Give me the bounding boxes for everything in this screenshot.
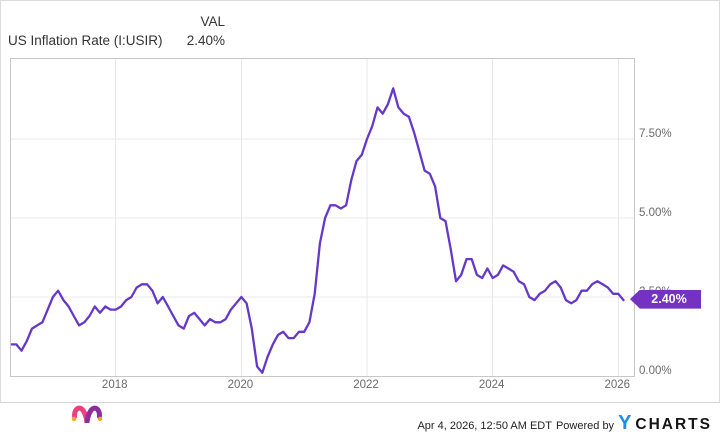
x-axis-label: 2018 bbox=[101, 379, 128, 391]
footer-attribution: Apr 4, 2026, 12:50 AM EDT Powered by Y C… bbox=[417, 412, 712, 435]
y-axis-label: 7.50% bbox=[639, 127, 672, 140]
powered-by-label: Powered by bbox=[555, 420, 615, 432]
inflation-line bbox=[11, 87, 625, 374]
last-value-badge: 2.40% bbox=[630, 289, 701, 309]
x-axis-label: 2026 bbox=[604, 379, 631, 391]
jester-cap-icon bbox=[71, 405, 103, 423]
x-axis-label: 2024 bbox=[478, 379, 505, 391]
x-axis-label: 2020 bbox=[227, 379, 254, 391]
y-axis-label: 5.00% bbox=[639, 206, 672, 219]
y-axis-label: 0.00% bbox=[639, 365, 672, 377]
gridlines bbox=[11, 59, 634, 376]
val-column-header: VAL bbox=[200, 14, 225, 29]
footer: The Motley Fool. Apr 4, 2026, 12:50 AM E… bbox=[0, 402, 720, 441]
plot-area bbox=[10, 58, 635, 377]
ycharts-logo-y: Y bbox=[618, 412, 632, 434]
chart-svg bbox=[11, 59, 634, 376]
ycharts-logo-charts: CHARTS bbox=[635, 416, 712, 433]
x-axis-label: 2022 bbox=[353, 379, 379, 391]
val-current-value: 2.40% bbox=[186, 33, 225, 48]
chart-title: US Inflation Rate (I:USIR) bbox=[8, 33, 163, 48]
timestamp: Apr 4, 2026, 12:50 AM EDT bbox=[417, 420, 552, 432]
